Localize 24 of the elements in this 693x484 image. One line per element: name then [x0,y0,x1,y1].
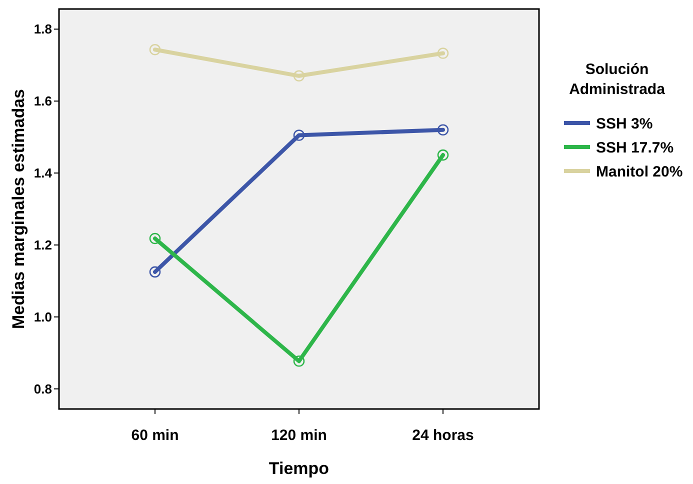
legend-label: Manitol 20% [596,163,683,180]
y-tick-label: 1.8 [34,22,52,37]
y-axis-title: Medias marginales estimadas [9,88,28,330]
x-tick-label: 60 min [131,427,179,444]
point [293,130,305,141]
point [437,48,449,59]
point [149,44,161,56]
point [437,149,449,161]
x-tick-label: 120 min [271,427,327,444]
y-tick-label: 1.0 [34,309,52,324]
point [293,70,305,82]
legend-label: SSH 17.7% [596,139,674,156]
y-tick-label: 1.2 [34,238,52,253]
x-tick-label: 24 horas [412,427,474,444]
x-axis-title: Tiempo [268,459,330,478]
point [149,266,161,278]
y-tick-label: 1.4 [34,166,53,181]
legend-title: Solución Administrada [569,61,666,98]
y-tick-label: 0.8 [34,381,52,396]
point [293,356,305,367]
point [149,232,161,244]
legend-label: SSH 3% [596,115,653,132]
y-tick-label: 1.6 [34,94,52,109]
point [437,124,449,136]
